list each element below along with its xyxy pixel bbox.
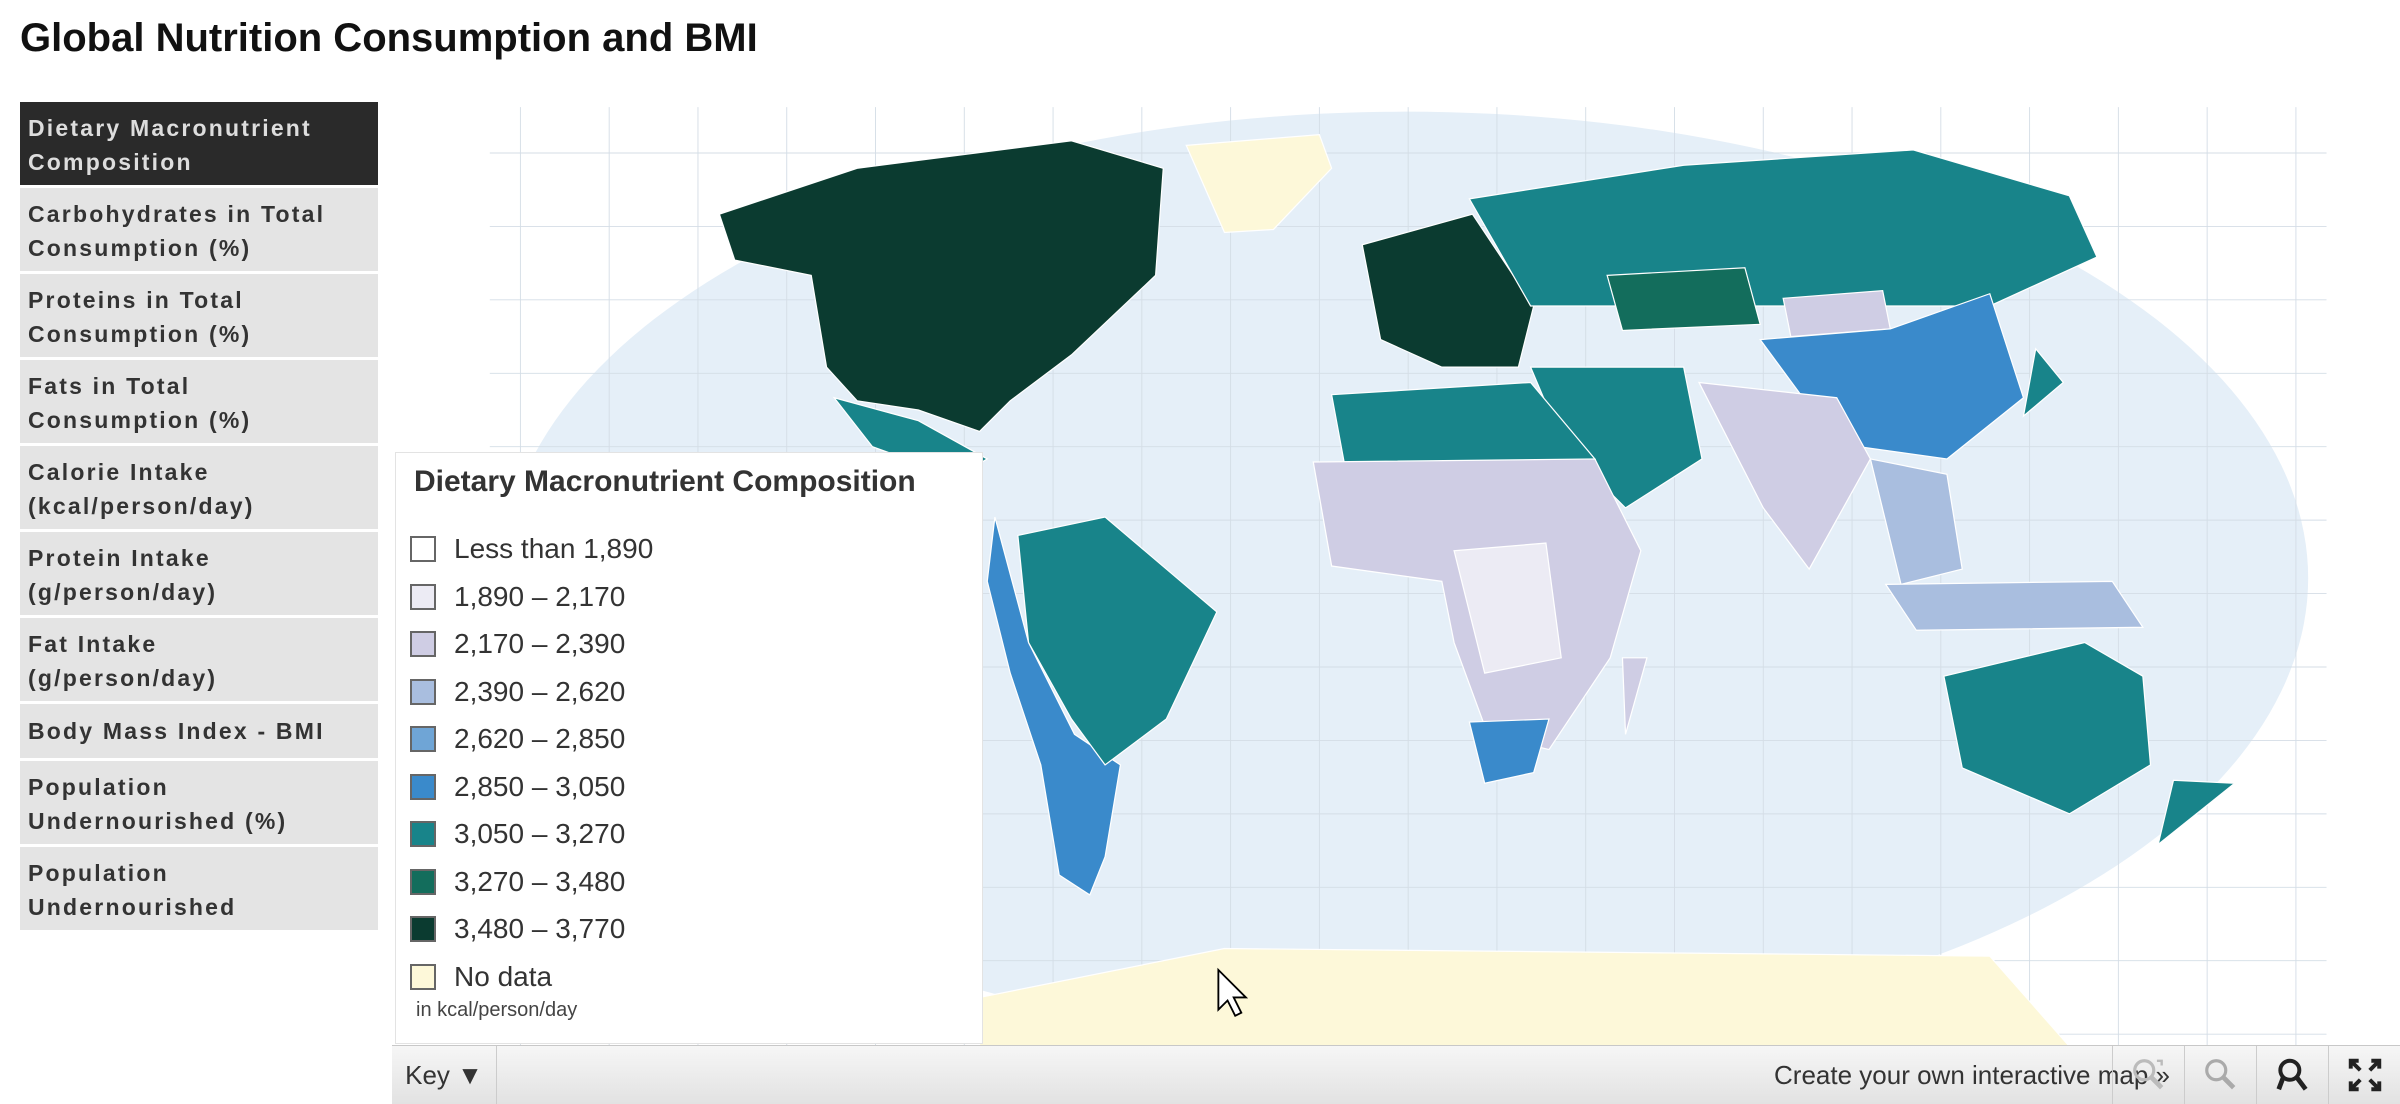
region-south-america-west[interactable]: [986, 516, 1122, 896]
region-new-zealand[interactable]: [2157, 779, 2237, 847]
sidebar-item[interactable]: Proteins in Total Consumption (%): [20, 274, 378, 357]
fullscreen-button[interactable]: [2328, 1046, 2400, 1104]
sidebar-item[interactable]: Body Mass Index - BMI: [20, 704, 378, 758]
zoom-reset-button[interactable]: [2112, 1046, 2185, 1104]
sidebar-item-label: Population: [28, 860, 169, 886]
sidebar-item-label: Undernourished: [28, 894, 237, 920]
legend-swatch: [410, 868, 436, 895]
legend-item: 3,480 – 3,770: [410, 911, 625, 947]
fullscreen-icon: [2348, 1058, 2382, 1092]
sidebar-item[interactable]: Population Undernourished: [20, 847, 378, 930]
sidebar-item[interactable]: Population Undernourished (%): [20, 761, 378, 844]
region-europe[interactable]: [1361, 213, 1535, 368]
legend-label: 2,390 – 2,620: [454, 675, 626, 707]
region-north-america[interactable]: [718, 140, 1164, 433]
legend-label: 2,620 – 2,850: [454, 723, 626, 754]
sidebar-item-label: Composition: [28, 149, 193, 175]
zoom-out-icon: [2205, 1059, 2236, 1090]
region-kazakhstan[interactable]: [1606, 267, 1761, 332]
zoom-reset-icon: [2133, 1059, 2164, 1090]
sidebar-item-label: (g/person/day): [28, 665, 218, 691]
region-russia[interactable]: [1468, 149, 2098, 307]
sidebar-item[interactable]: Protein Intake (g/person/day): [20, 532, 378, 615]
zoom-in-button[interactable]: [2256, 1046, 2329, 1104]
legend-label: 2,850 – 3,050: [454, 770, 626, 802]
sidebar-item-label: Consumption (%): [28, 321, 252, 347]
region-central-africa[interactable]: [1453, 542, 1562, 674]
legend-label: 2,170 – 2,390: [454, 628, 626, 659]
legend-swatch: [410, 583, 436, 610]
legend-item: 2,620 – 2,850: [410, 721, 625, 757]
region-se-asia[interactable]: [1869, 458, 1963, 586]
legend-label: Less than 1,890: [454, 533, 654, 564]
sidebar-item[interactable]: Calorie Intake (kcal/person/day): [20, 446, 378, 529]
legend-label: No data: [454, 960, 553, 992]
sidebar-item[interactable]: Carbohydrates in Total Consumption (%): [20, 188, 378, 271]
legend-swatch: [410, 678, 436, 705]
legend-item: No data: [410, 959, 552, 995]
legend-unit: in kcal/person/day: [416, 999, 578, 1021]
legend-item: 3,050 – 3,270: [410, 816, 625, 852]
sidebar-item-label: Protein Intake: [28, 545, 211, 571]
sidebar-item-label: Fats in Total: [28, 373, 191, 399]
sidebar-item-label: Fat Intake: [28, 631, 158, 657]
legend-title: Dietary Macronutrient Composition: [414, 465, 916, 498]
key-toggle-button[interactable]: Key ▼: [392, 1046, 497, 1104]
region-madagascar[interactable]: [1621, 657, 1648, 735]
legend-label: 3,270 – 3,480: [454, 865, 626, 897]
sidebar-item-label: Consumption (%): [28, 235, 252, 261]
sidebar-item-label: Carbohydrates in Total: [28, 201, 326, 227]
sidebar-item[interactable]: Dietary Macronutrient Composition: [20, 102, 378, 185]
sidebar-item-label: Consumption (%): [28, 407, 252, 433]
region-south-africa[interactable]: [1468, 718, 1550, 784]
mouse-cursor-icon: [1217, 967, 1249, 1018]
legend-swatch: [410, 963, 436, 990]
sidebar-item-label: Proteins in Total: [28, 287, 244, 313]
legend-item: 2,850 – 3,050: [410, 769, 625, 805]
sidebar-item-label: Body Mass Index - BMI: [28, 718, 325, 744]
legend-item: 1,890 – 2,170: [410, 579, 625, 615]
legend-swatch: [410, 773, 436, 800]
zoom-out-button[interactable]: [2184, 1046, 2257, 1104]
legend-label: 1,890 – 2,170: [454, 580, 626, 612]
create-map-link[interactable]: Create your own interactive map »: [1774, 1060, 2170, 1090]
region-japan[interactable]: [2022, 347, 2065, 418]
legend-swatch: [410, 821, 436, 847]
legend-label: 3,480 – 3,770: [454, 913, 626, 944]
sidebar-item[interactable]: Fat Intake (g/person/day): [20, 618, 378, 701]
sidebar-item[interactable]: Fats in Total Consumption (%): [20, 360, 378, 443]
sidebar-item-label: Dietary Macronutrient: [28, 115, 312, 141]
page-title: Global Nutrition Consumption and BMI: [20, 16, 758, 60]
sidebar-item-label: Calorie Intake: [28, 459, 210, 485]
legend-item: 2,390 – 2,620: [410, 674, 625, 710]
map-toolbar: Key ▼ Create your own interactive map »: [392, 1045, 2400, 1104]
zoom-in-icon: [2276, 1058, 2308, 1091]
region-brazil[interactable]: [1017, 516, 1218, 766]
sidebar-menu: Dietary Macronutrient Composition Carbohyd…: [20, 102, 378, 933]
region-india[interactable]: [1697, 381, 1872, 571]
region-indonesia[interactable]: [1884, 580, 2144, 631]
map-legend: Dietary Macronutrient Composition Less t…: [395, 452, 983, 1044]
legend-item: 3,270 – 3,480: [410, 864, 625, 900]
region-greenland[interactable]: [1185, 133, 1333, 234]
region-australia[interactable]: [1943, 641, 2152, 815]
legend-swatch: [410, 726, 436, 752]
legend-label: 3,050 – 3,270: [454, 818, 626, 849]
legend-swatch: [410, 916, 436, 942]
legend-item: Less than 1,890: [410, 531, 653, 567]
sidebar-item-label: (kcal/person/day): [28, 493, 255, 519]
sidebar-item-label: Population: [28, 774, 169, 800]
sidebar-item-label: (g/person/day): [28, 579, 218, 605]
legend-swatch: [410, 631, 436, 657]
legend-swatch: [410, 536, 436, 562]
legend-item: 2,170 – 2,390: [410, 626, 625, 662]
sidebar-item-label: Undernourished (%): [28, 808, 288, 834]
